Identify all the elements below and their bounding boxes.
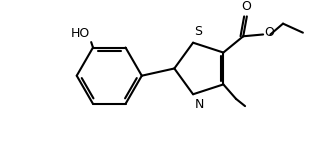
Text: S: S [194,25,202,38]
Text: O: O [241,0,251,13]
Text: N: N [195,98,204,111]
Text: HO: HO [71,27,90,40]
Text: O: O [264,26,274,39]
